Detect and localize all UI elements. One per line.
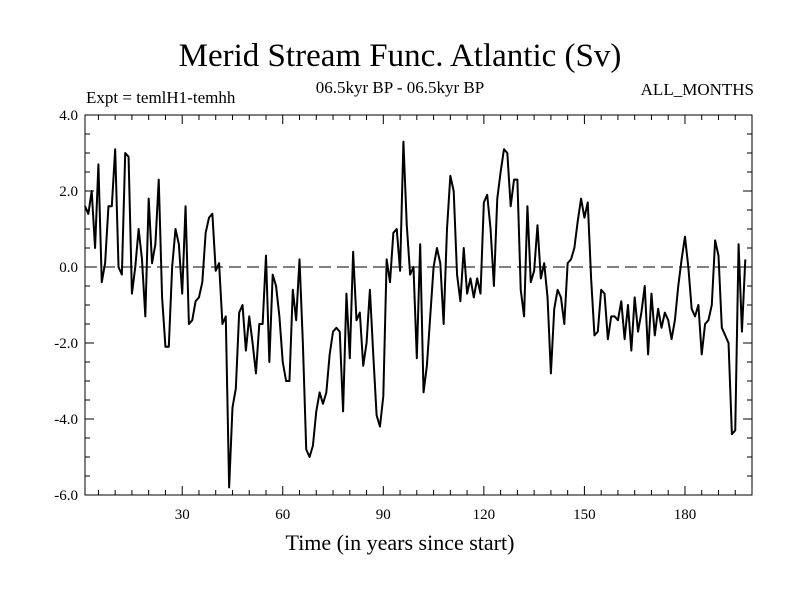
x-tick-label: 30 [175, 507, 190, 523]
x-tick-label: 150 [573, 507, 596, 523]
chart-title: Merid Stream Func. Atlantic (Sv) [178, 38, 622, 74]
y-tick-label: 2.0 [59, 184, 78, 200]
y-tick-label: 4.0 [59, 108, 78, 124]
x-tick-label: 120 [473, 507, 496, 523]
x-axis-label: Time (in years since start) [285, 530, 515, 555]
y-tick-label: -2.0 [54, 336, 78, 352]
x-tick-label: 90 [376, 507, 391, 523]
y-tick-label: -4.0 [54, 412, 78, 428]
y-tick-label: 0.0 [59, 260, 78, 276]
x-tick-label: 180 [674, 507, 697, 523]
months-label: ALL_MONTHS [640, 80, 754, 99]
x-tick-label: 60 [275, 507, 290, 523]
y-tick-label: -6.0 [54, 488, 78, 504]
chart-subtitle: 06.5kyr BP - 06.5kyr BP [315, 78, 485, 97]
experiment-label: Expt = temlH1-temhh [86, 88, 236, 107]
data-series-line [84, 140, 747, 489]
